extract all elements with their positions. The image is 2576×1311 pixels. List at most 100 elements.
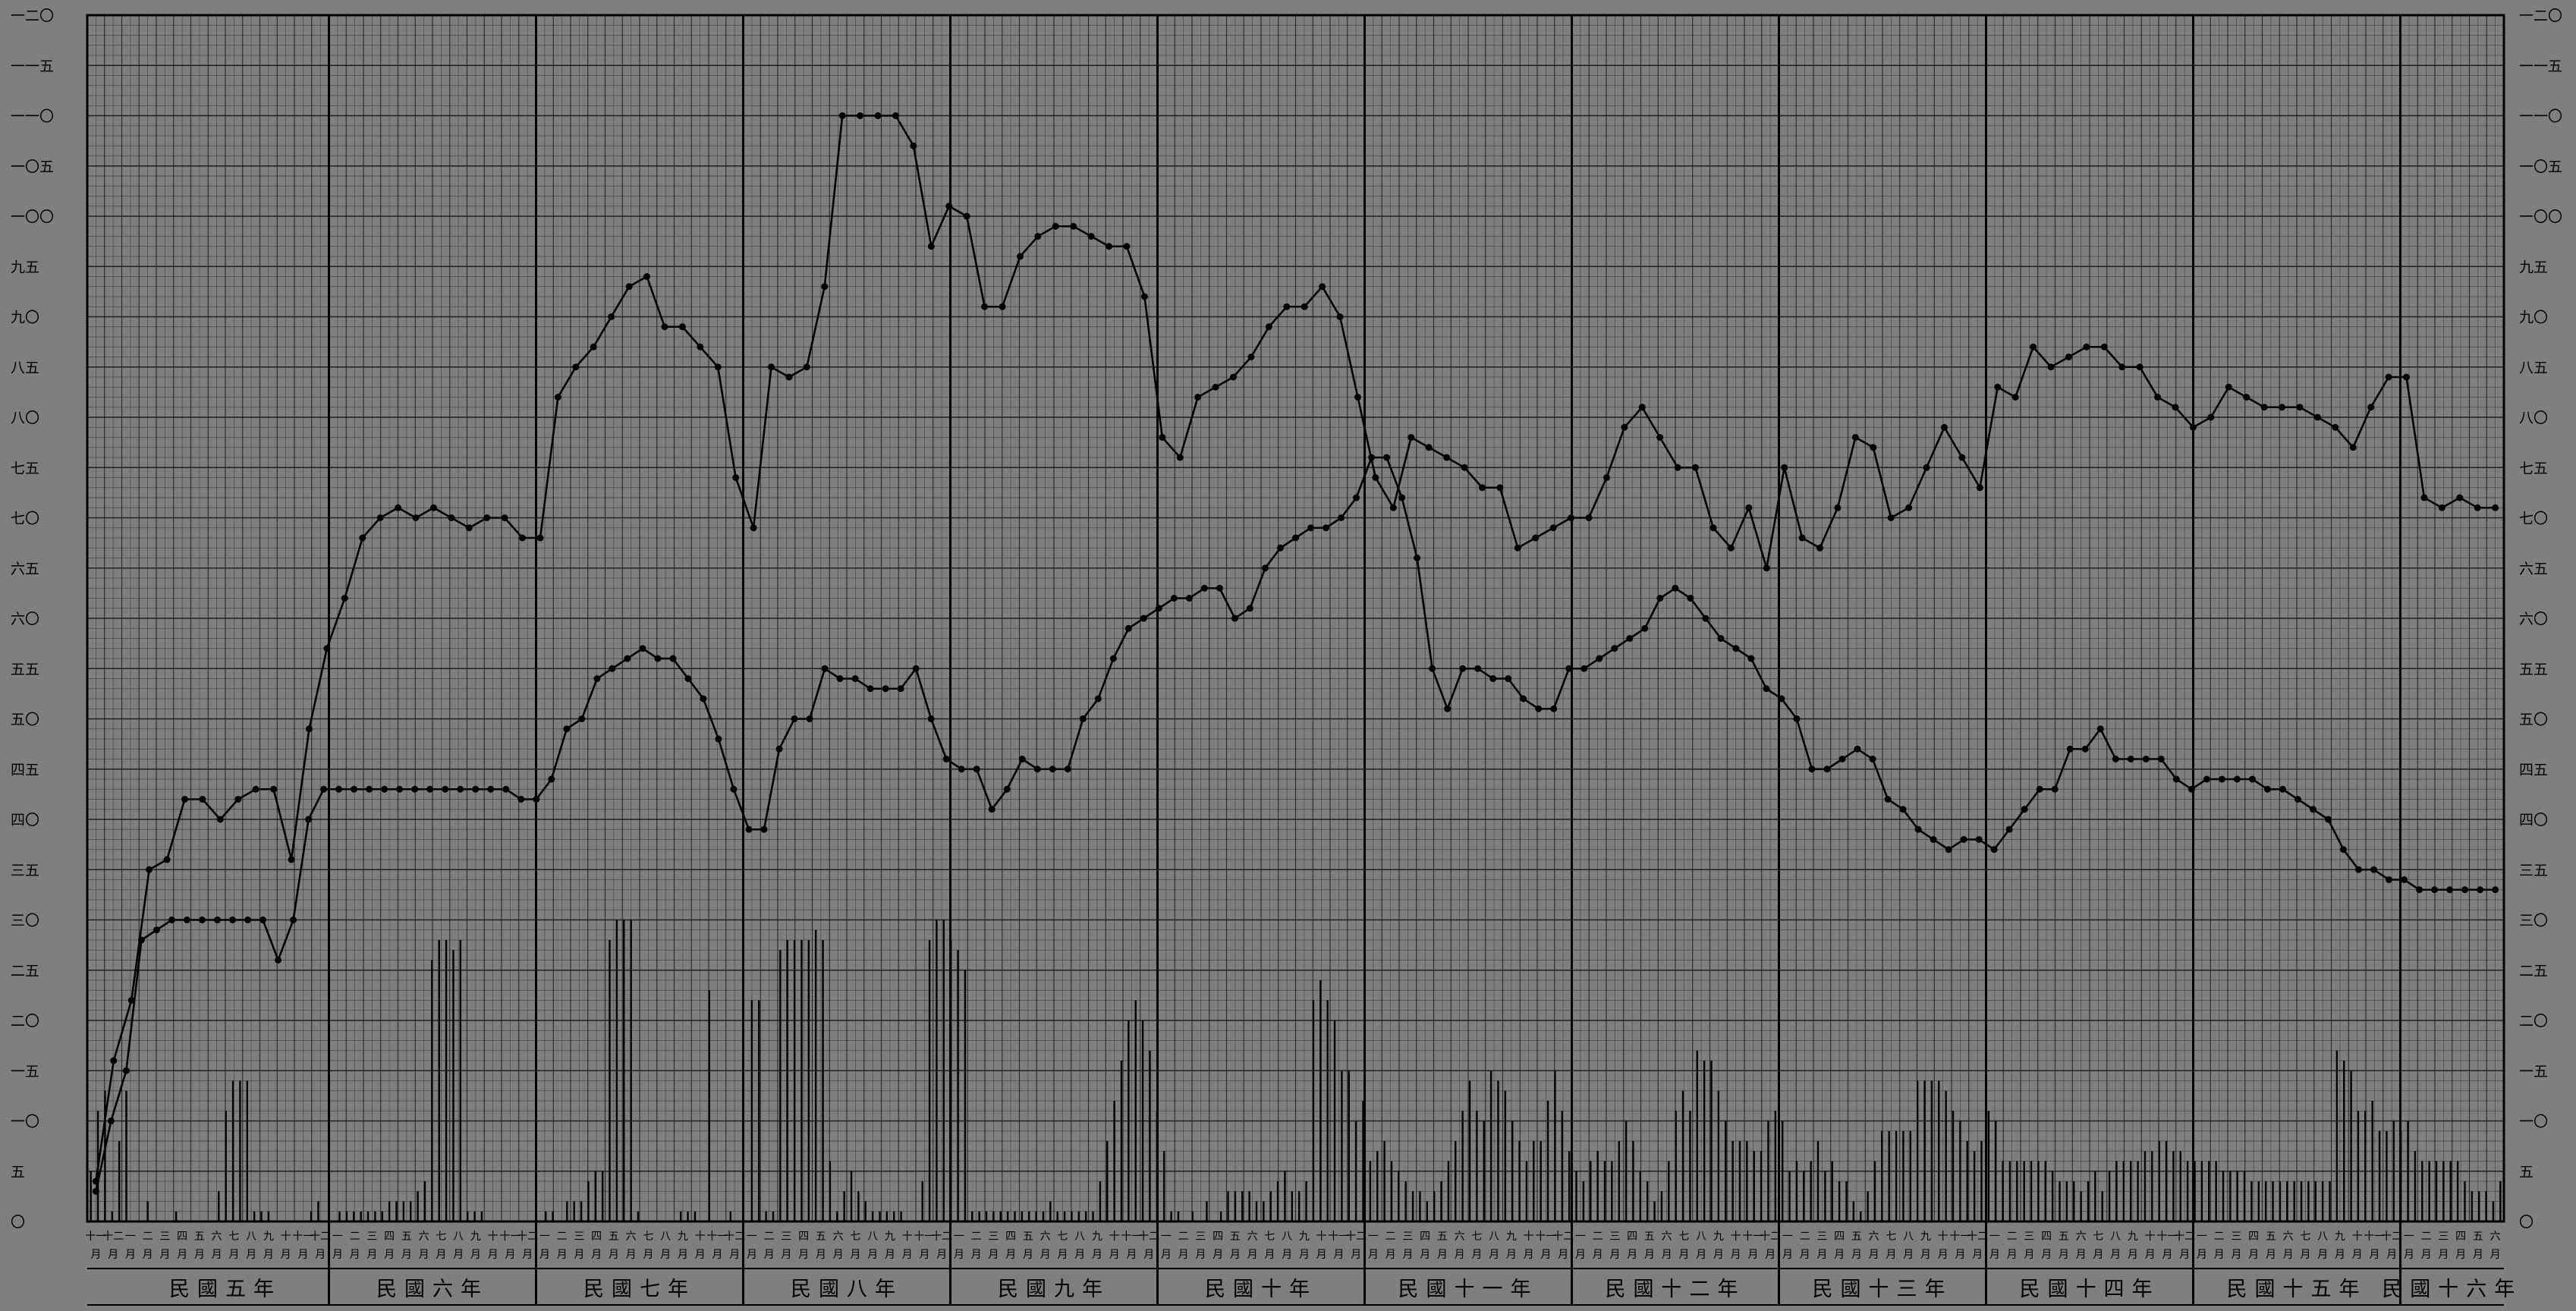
data-point xyxy=(2279,785,2286,793)
y-tick-label-left: 一五 xyxy=(11,1063,39,1080)
data-point xyxy=(578,715,586,722)
month-unit-label: 月 xyxy=(2162,1249,2172,1261)
month-label: 十 xyxy=(2145,1231,2156,1243)
month-label: 二 xyxy=(2214,1231,2225,1243)
month-unit-label: 月 xyxy=(678,1249,688,1261)
data-point xyxy=(1960,836,1967,843)
data-point xyxy=(153,926,160,934)
data-point xyxy=(867,685,874,693)
data-point xyxy=(1884,796,1892,803)
data-point xyxy=(163,856,171,863)
data-point xyxy=(472,785,480,793)
month-unit-label: 月 xyxy=(401,1249,412,1261)
month-label: 一 xyxy=(125,1231,136,1243)
month-unit-label: 月 xyxy=(366,1249,377,1261)
data-point xyxy=(213,916,221,923)
month-unit-label: 月 xyxy=(2404,1249,2414,1261)
data-point xyxy=(288,856,295,863)
data-point xyxy=(963,212,970,220)
month-unit-label: 月 xyxy=(902,1249,913,1261)
month-label: 九 xyxy=(885,1231,895,1243)
data-point xyxy=(198,916,206,923)
data-point xyxy=(1549,524,1557,532)
data-point xyxy=(1261,564,1269,572)
month-label: 八 xyxy=(453,1231,464,1243)
data-point xyxy=(1626,635,1634,642)
data-point xyxy=(183,916,190,923)
data-point xyxy=(1140,615,1147,622)
month-unit-label: 月 xyxy=(1920,1249,1931,1261)
y-tick-label-left: 二五 xyxy=(11,963,39,979)
month-label: 三 xyxy=(574,1231,584,1243)
month-unit-label: 月 xyxy=(228,1249,239,1261)
data-point xyxy=(1109,655,1117,662)
month-label: 五 xyxy=(401,1231,412,1243)
y-tick-label-left: 〇 xyxy=(11,1214,25,1231)
y-tick-label-right: 三〇 xyxy=(2519,913,2548,929)
month-unit-label: 月 xyxy=(246,1249,256,1261)
month-unit-label: 月 xyxy=(1524,1249,1534,1261)
month-label: 八 xyxy=(246,1231,256,1243)
data-point xyxy=(732,474,740,481)
data-point xyxy=(1246,605,1253,612)
data-point xyxy=(2118,363,2126,371)
month-unit-label: 月 xyxy=(315,1249,326,1261)
month-label: 一 xyxy=(954,1231,964,1243)
month-unit-label: 月 xyxy=(2300,1249,2310,1261)
data-point xyxy=(234,796,242,803)
data-point xyxy=(2248,775,2256,783)
data-point xyxy=(1520,695,1527,703)
data-point xyxy=(366,785,373,793)
data-point xyxy=(1887,514,1895,521)
data-point xyxy=(2385,373,2392,381)
data-point xyxy=(910,142,917,149)
month-label: 七 xyxy=(228,1231,239,1243)
month-label: 二 xyxy=(557,1231,568,1243)
data-point xyxy=(2456,494,2464,501)
data-point xyxy=(1307,524,1315,532)
data-point xyxy=(1323,524,1330,532)
data-point xyxy=(572,363,580,371)
month-label: 二 xyxy=(1593,1231,1603,1243)
data-point xyxy=(381,785,388,793)
data-point xyxy=(1535,705,1543,712)
month-unit-label: 月 xyxy=(2128,1249,2138,1261)
data-point xyxy=(341,595,348,602)
month-unit-label: 月 xyxy=(1886,1249,1896,1261)
y-tick-label-left: 四五 xyxy=(11,762,39,778)
month-label: 十二 xyxy=(1345,1231,1367,1243)
data-point xyxy=(927,243,935,250)
data-point xyxy=(1727,544,1735,552)
month-unit-label: 月 xyxy=(1731,1249,1741,1261)
data-point xyxy=(1398,494,1406,501)
month-unit-label: 月 xyxy=(626,1249,637,1261)
month-unit-label: 月 xyxy=(1023,1249,1033,1261)
month-label: 九 xyxy=(2128,1231,2138,1243)
y-tick-label-left: 六五 xyxy=(11,561,39,577)
data-point xyxy=(2096,725,2104,733)
data-point xyxy=(791,715,798,722)
y-tick-label-left: 五五 xyxy=(11,661,39,678)
data-point xyxy=(548,775,555,783)
data-point xyxy=(2370,866,2378,873)
data-point xyxy=(2036,785,2043,793)
month-unit-label: 月 xyxy=(591,1249,602,1261)
month-label: 一 xyxy=(2404,1231,2414,1243)
data-point xyxy=(1692,464,1700,471)
data-point xyxy=(958,766,965,773)
month-unit-label: 月 xyxy=(816,1249,826,1261)
data-point xyxy=(593,675,601,682)
data-point xyxy=(259,916,267,923)
month-label: 二 xyxy=(971,1231,982,1243)
data-point xyxy=(2066,745,2074,753)
data-point xyxy=(2030,343,2037,351)
y-tick-label-right: 一〇〇 xyxy=(2519,209,2562,225)
data-point xyxy=(1283,303,1291,310)
data-point xyxy=(2354,866,2362,873)
data-point xyxy=(1514,544,1521,552)
data-point xyxy=(1702,615,1709,622)
month-label: 十一 xyxy=(1328,1231,1349,1243)
month-label: 二 xyxy=(143,1231,153,1243)
data-point xyxy=(2260,404,2268,411)
data-point xyxy=(1368,454,1376,461)
